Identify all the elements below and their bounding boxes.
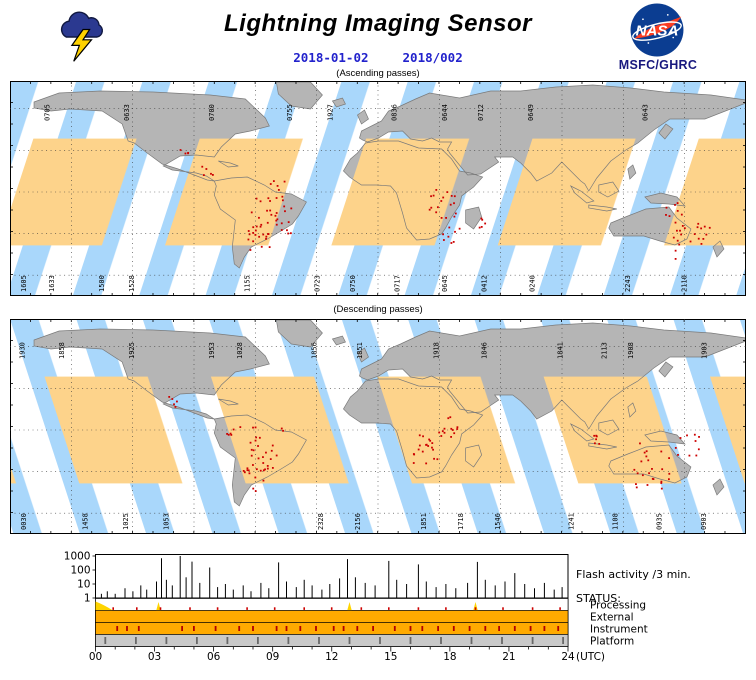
edge-ticks (10, 319, 746, 534)
pass-time-label: 1841 (556, 342, 564, 359)
pass-time-label: 1918 (433, 342, 441, 359)
pass-time-label: 0836 (391, 104, 399, 121)
pass-time-label: 0412 (481, 275, 489, 292)
pass-time-label: 1856 (311, 342, 319, 359)
x-axis-unit: (UTC) (576, 651, 605, 663)
storm-cloud-lightning-icon (60, 11, 103, 62)
status-row-label: External (590, 611, 634, 623)
x-tick-label: 12 (325, 651, 338, 663)
pass-time-label: 0903 (700, 513, 708, 530)
lightning-flash-dots (179, 149, 711, 260)
flash-activity-spikes (100, 556, 563, 598)
x-tick-label: 15 (384, 651, 397, 663)
y-tick-label: 1 (84, 593, 91, 605)
pass-time-label: 1053 (163, 513, 171, 530)
page-title: Lightning Imaging Sensor (224, 10, 532, 37)
pass-time-labels: 1930 1858 1925 1953 1028 1856 1851 1918 1846 1841… (18, 342, 708, 530)
x-tick-label: 06 (207, 651, 221, 663)
date-line: 2018-01-02 2018/002 (0, 50, 756, 65)
pass-time-label: 0700 (208, 104, 216, 121)
x-tick-label: 03 (148, 651, 161, 663)
flash-activity-title: Flash activity /3 min. (576, 568, 691, 581)
pass-time-label: 2243 (624, 275, 632, 292)
x-tick-label: 21 (502, 651, 515, 663)
pass-time-label: 1028 (236, 342, 244, 359)
pass-time-label: 1718 (457, 513, 465, 530)
pass-time-label: 1605 (20, 275, 28, 292)
pass-time-label: 1108 (612, 513, 620, 530)
status-row-label: Platform (590, 635, 634, 647)
pass-time-label: 2110 (681, 275, 689, 292)
pass-time-label: 1633 (48, 275, 56, 292)
lis-view-swaths (10, 138, 746, 246)
x-tick-label: 09 (266, 651, 279, 663)
pass-time-label: 0705 (43, 104, 51, 121)
pass-time-label: 0717 (394, 275, 402, 292)
pass-time-label: 1851 (356, 342, 364, 359)
pass-time-label: 1458 (82, 513, 90, 530)
pass-time-label: 1858 (58, 342, 66, 359)
flash-activity-panel: Flash activity /3 min. STATUS: 100010010… (64, 551, 691, 664)
pass-time-label: 1528 (128, 275, 136, 292)
pass-time-label: 1903 (701, 342, 709, 359)
ascending-map: 0705 0633 0700 0755 1927 0836 0644 0712 0649 0643… (10, 81, 746, 296)
pass-time-label: 1241 (567, 513, 575, 530)
pass-time-label: 1546 (494, 513, 502, 530)
x-tick-label: 00 (89, 651, 102, 663)
pass-time-label: 2156 (354, 513, 362, 530)
status-bar-external (95, 610, 569, 623)
pass-time-label: 1925 (128, 342, 136, 359)
status-bar-platform (95, 634, 569, 647)
nasa-wordmark: NASA (636, 22, 679, 39)
nasa-logo: NASA (630, 3, 684, 57)
pass-time-label: 0750 (349, 275, 357, 292)
status-row-label: Instrument (590, 623, 648, 635)
pass-time-label: 0755 (286, 104, 294, 121)
edge-ticks (10, 81, 746, 296)
pass-time-label: 0644 (441, 104, 449, 121)
lightning-flash-dots (168, 396, 700, 492)
status-bar-instrument (95, 622, 569, 635)
y-tick-label: 1000 (64, 551, 91, 563)
x-tick-label: 18 (443, 651, 456, 663)
pass-time-label: 1155 (244, 275, 252, 292)
pass-time-label: 2113 (601, 342, 609, 359)
pass-time-label: 0030 (20, 513, 28, 530)
lis-view-swaths (10, 376, 746, 484)
pass-time-label: 0712 (477, 104, 485, 121)
descending-map-label: (Descending passes) (333, 304, 423, 315)
pass-time-label: 0723 (313, 275, 321, 292)
pass-time-label: 0240 (528, 275, 536, 292)
lightning-bolt-icon (70, 28, 93, 62)
pass-time-label: 1846 (481, 342, 489, 359)
pass-time-label: 1930 (18, 342, 26, 359)
pass-time-label: 0935 (656, 513, 664, 530)
pass-time-label: 1851 (420, 513, 428, 530)
y-axis: 1000 100 10 1 (64, 551, 96, 605)
date-doy: 2018/002 (402, 50, 463, 65)
status-label: STATUS: (576, 592, 621, 605)
pass-time-label: 0633 (123, 104, 131, 121)
status-row-label: Processing (590, 599, 646, 611)
date-iso: 2018-01-02 (293, 50, 369, 65)
descending-map: 1930 1858 1925 1953 1028 1856 1851 1918 1846 1841… (10, 319, 746, 534)
x-tick-label: 24 (561, 651, 575, 663)
pass-time-label: 2328 (317, 513, 325, 530)
pass-time-label: 1500 (98, 275, 106, 292)
pass-time-label: 1953 (208, 342, 216, 359)
y-tick-label: 100 (70, 565, 90, 577)
pass-time-label: 0645 (441, 275, 449, 292)
pass-time-label: 1927 (327, 104, 335, 121)
y-tick-label: 10 (77, 579, 90, 591)
cloud-shape (60, 11, 103, 38)
pass-time-label: 0643 (642, 104, 650, 121)
pass-time-labels: 0705 0633 0700 0755 1927 0836 0644 0712 0649 0643… (20, 104, 689, 292)
org-label: MSFC/GHRC (618, 58, 698, 72)
pass-time-label: 1908 (627, 342, 635, 359)
pass-time-label: 1025 (122, 513, 130, 530)
pass-time-label: 0649 (527, 104, 535, 121)
ascending-map-label: (Ascending passes) (336, 68, 420, 79)
